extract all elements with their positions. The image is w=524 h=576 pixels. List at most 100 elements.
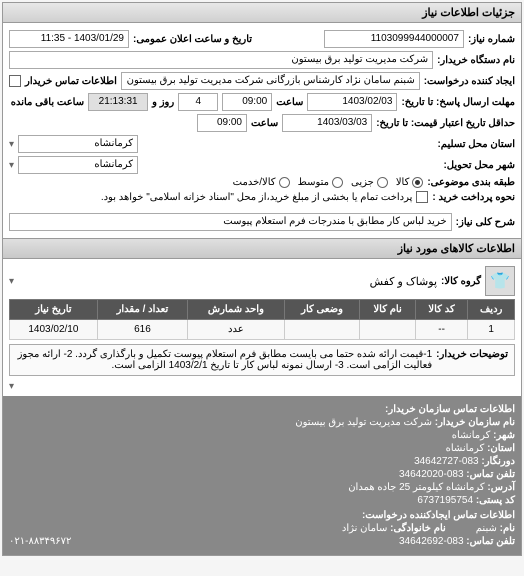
days-field: 4: [178, 93, 218, 111]
contact-section: اطلاعات تماس سازمان خریدار: نام سازمان خ…: [3, 396, 521, 555]
city-field: کرمانشاه: [18, 156, 138, 174]
contact-fax-row: دورنگار: 083-34642727: [9, 456, 515, 467]
public-date-label: تاریخ و ساعت اعلان عمومی:: [133, 34, 252, 45]
note-label: توضیحات خریدار:: [436, 349, 508, 371]
payment-label: نحوه پرداخت خرید :: [432, 192, 515, 203]
goods-table: ردیف کد کالا نام کالا وضعی کار واحد شمار…: [9, 299, 515, 340]
contact-section-title: اطلاعات تماس سازمان خریدار:: [385, 404, 515, 415]
delay-time-field: 09:00: [197, 114, 247, 132]
request-no-label: شماره نیاز:: [468, 34, 515, 45]
deadline-time-label: ساعت: [276, 97, 303, 108]
category-radio-group: کالا جزیی متوسط کالا/خدمت: [233, 177, 424, 188]
req-contact-title-row: اطلاعات تماس ایجادکننده درخواست:: [9, 510, 515, 521]
radio-icon: [412, 177, 423, 188]
radio-medium-label: متوسط: [298, 177, 329, 188]
row-requester: ایجاد کننده درخواست: شبنم سامان نژاد کار…: [9, 72, 515, 90]
contact-city-row: شهر: کرمانشاه: [9, 430, 515, 441]
table-header-row: ردیف کد کالا نام کالا وضعی کار واحد شمار…: [10, 300, 515, 320]
chevron-down-icon[interactable]: ▾: [9, 276, 14, 287]
req-lname: سامان نژاد: [342, 523, 387, 534]
desc-label: شرح کلی نیاز:: [456, 217, 515, 228]
note-text: 1-قیمت ارائه شده حتما می بایست مطابق فرم…: [16, 349, 432, 371]
contact-city-label: شهر:: [493, 430, 515, 441]
cell-qty: 616: [97, 320, 187, 340]
radio-service[interactable]: کالا/خدمت: [233, 177, 290, 188]
chevron-down-icon[interactable]: ▾: [9, 139, 14, 150]
radio-icon: [279, 177, 290, 188]
footer-phone: ۰۲۱-۸۸۳۴۹۶۷۲: [9, 536, 71, 547]
payment-checkbox[interactable]: [416, 191, 428, 203]
col-unit: واحد شمارش: [188, 300, 285, 320]
public-date-field: 1403/01/29 - 11:35: [9, 30, 129, 48]
contact-postal: 6737195754: [417, 495, 473, 506]
contact-city: کرمانشاه: [452, 430, 491, 441]
city-label: شهر محل تحویل:: [443, 160, 515, 171]
radio-goods-label: کالا: [396, 177, 410, 188]
contact-org-label: نام سازمان خریدار:: [435, 417, 515, 428]
group-icon: 👕: [485, 266, 515, 296]
radio-icon: [377, 177, 388, 188]
row-request-no: شماره نیاز: 1103099944000007 تاریخ و ساع…: [9, 30, 515, 48]
desc-field: خرید لباس کار مطابق با مندرجات فرم استعل…: [9, 213, 452, 231]
delay-date-field: 1403/03/03: [282, 114, 372, 132]
group-value: پوشاک و کفش: [370, 275, 437, 288]
goods-section-title: اطلاعات کالاهای مورد نیاز: [3, 238, 521, 259]
col-qty: تعداد / مقدار: [97, 300, 187, 320]
buyer-contact-checkbox[interactable]: [9, 75, 21, 87]
radio-goods[interactable]: کالا: [396, 177, 424, 188]
contact-postal-label: کد پستی:: [476, 495, 515, 506]
col-date: تاریخ نیاز: [10, 300, 98, 320]
contact-phone-label: تلفن تماس:: [466, 469, 515, 480]
deadline-time-field: 09:00: [222, 93, 272, 111]
radio-partial[interactable]: جزیی: [351, 177, 388, 188]
contact-phone: 083-34642020: [399, 469, 464, 480]
requester-label: ایجاد کننده درخواست:: [424, 76, 515, 87]
req-phone-row: تلفن تماس: 083-34642692 ۰۲۱-۸۸۳۴۹۶۷۲: [9, 536, 515, 547]
buyer-org-label: نام دستگاه خریدار:: [437, 55, 515, 66]
main-panel: جزئیات اطلاعات نیاز شماره نیاز: 11030999…: [2, 2, 522, 556]
req-name: شبنم: [476, 523, 497, 534]
requester-field: شبنم سامان نژاد کارشناس بازرگانی شرکت مد…: [121, 72, 420, 90]
remaining-field: 21:13:31: [88, 93, 148, 111]
category-label: طبقه بندی موضوعی:: [427, 177, 515, 188]
cell-code: --: [415, 320, 467, 340]
group-label: گروه کالا:: [441, 276, 481, 287]
chevron-down-icon[interactable]: ▾: [9, 381, 14, 392]
deadline-date-field: 1403/02/03: [307, 93, 397, 111]
radio-medium[interactable]: متوسط: [298, 177, 343, 188]
province-label: استان محل تسلیم:: [437, 139, 515, 150]
row-province: استان محل تسلیم: کرمانشاه ▾: [9, 135, 515, 153]
row-group: 👕 گروه کالا: پوشاک و کفش ▾: [9, 266, 515, 296]
request-no-field: 1103099944000007: [324, 30, 464, 48]
cell-name: [360, 320, 415, 340]
row-category: طبقه بندی موضوعی: کالا جزیی متوسط کالا/خ…: [9, 177, 515, 188]
remaining-label: ساعت باقی مانده: [11, 97, 84, 108]
deadline-label: مهلت ارسال پاسخ: تا تاریخ:: [401, 97, 515, 108]
buyer-contact-label[interactable]: اطلاعات تماس خریدار: [25, 76, 117, 87]
row-payment: نحوه پرداخت خرید : پرداخت تمام یا بخشی ا…: [9, 191, 515, 203]
contact-org-row: نام سازمان خریدار: شرکت مدیریت تولید برق…: [9, 417, 515, 428]
buyer-org-field: شرکت مدیریت تولید برق بیستون: [9, 51, 433, 69]
delay-time-label: ساعت: [251, 118, 278, 129]
table-row[interactable]: 1 -- عدد 616 1403/02/10: [10, 320, 515, 340]
goods-body: 👕 گروه کالا: پوشاک و کفش ▾ ردیف کد کالا …: [3, 259, 521, 396]
contact-fax: 083-34642727: [414, 456, 479, 467]
days-label: روز و: [152, 97, 174, 108]
req-lname-label: نام خانوادگی:: [390, 523, 446, 534]
contact-title: اطلاعات تماس سازمان خریدار:: [9, 404, 515, 415]
cell-unit: عدد: [188, 320, 285, 340]
row-deadline: مهلت ارسال پاسخ: تا تاریخ: 1403/02/03 سا…: [9, 93, 515, 111]
req-phone-label: تلفن تماس:: [466, 536, 515, 547]
contact-province-row: استان: کرمانشاه: [9, 443, 515, 454]
col-status: وضعی کار: [284, 300, 360, 320]
req-contact-title: اطلاعات تماس ایجادکننده درخواست:: [362, 510, 515, 521]
contact-fax-label: دورنگار:: [481, 456, 515, 467]
chevron-down-icon[interactable]: ▾: [9, 160, 14, 171]
panel-body: شماره نیاز: 1103099944000007 تاریخ و ساع…: [3, 23, 521, 238]
radio-partial-label: جزیی: [351, 177, 374, 188]
contact-org: شرکت مدیریت تولید برق بیستون: [295, 417, 432, 428]
req-name-row: نام: شبنم نام خانوادگی: سامان نژاد: [9, 523, 515, 534]
radio-service-label: کالا/خدمت: [233, 177, 276, 188]
note-box: توضیحات خریدار: 1-قیمت ارائه شده حتما می…: [9, 344, 515, 376]
col-code: کد کالا: [415, 300, 467, 320]
